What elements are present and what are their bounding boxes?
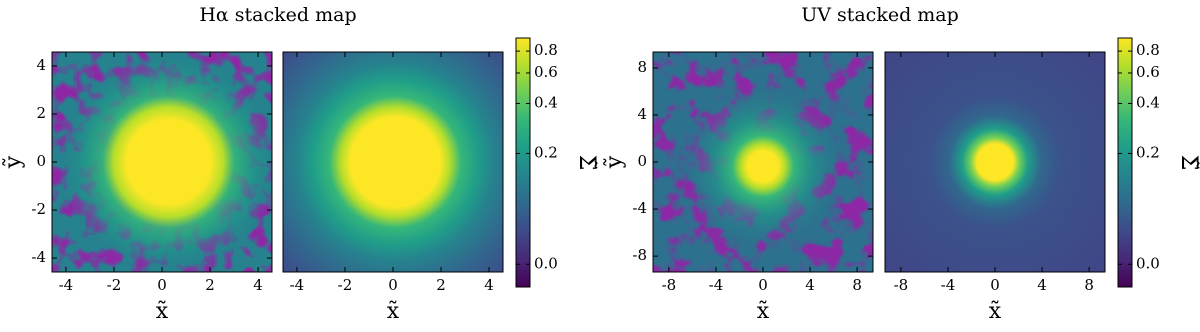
x-tick-label: 0 bbox=[758, 276, 768, 294]
colorbar-tick-label: 0.2 bbox=[534, 143, 558, 161]
heatmap-image bbox=[52, 52, 272, 272]
colorbar-tick-label: 0.8 bbox=[1136, 41, 1160, 59]
y-tick-label: 4 bbox=[637, 105, 647, 123]
y-tick-label: 4 bbox=[36, 56, 46, 74]
y-tick-label: 0 bbox=[36, 152, 46, 170]
heatmap-panel: -8 -4 0 4 8 -8 -4 0 4 8 x̃ ỹ bbox=[602, 51, 874, 324]
x-axis-label: x̃ bbox=[989, 299, 1002, 324]
colorbar-label: Σ̃ bbox=[574, 155, 599, 171]
heatmap-panel: -8 -4 0 4 8 x̃ bbox=[884, 51, 1106, 324]
y-tick-label: -4 bbox=[31, 248, 46, 266]
x-tick-label: -8 bbox=[662, 276, 677, 294]
x-tick-label: 2 bbox=[205, 276, 215, 294]
heatmap-core bbox=[52, 52, 272, 272]
colorbar: 0.0 0.2 0.4 0.6 0.8 Σ̃ bbox=[1117, 37, 1200, 288]
colorbar-tick-label: 0.4 bbox=[1136, 93, 1160, 111]
colorbar-tick-label: 0.8 bbox=[534, 41, 558, 59]
heatmap-image bbox=[653, 52, 873, 272]
x-tick-label: -8 bbox=[894, 276, 909, 294]
heatmap-panel: -4 -2 0 2 4 -4 -2 0 2 4 x̃ ỹ bbox=[1, 51, 273, 324]
colorbar-tick-label: 0.6 bbox=[534, 63, 558, 81]
colorbar-tick-label: 0.0 bbox=[534, 254, 558, 272]
heatmap-image bbox=[885, 52, 1105, 272]
x-tick-label: -2 bbox=[107, 276, 122, 294]
x-tick-label: 4 bbox=[484, 276, 494, 294]
x-tick-label: 2 bbox=[436, 276, 446, 294]
x-tick-label: 8 bbox=[852, 276, 862, 294]
x-axis-label: x̃ bbox=[387, 299, 400, 324]
y-tick-label: 8 bbox=[637, 58, 647, 76]
y-tick-label: -2 bbox=[31, 200, 46, 218]
heatmap-panel: -4 -2 0 2 4 x̃ bbox=[282, 51, 504, 324]
chart-title: Hα stacked map bbox=[199, 4, 356, 26]
heatmap-image bbox=[283, 52, 503, 272]
y-tick-label: -4 bbox=[632, 199, 647, 217]
colorbar-gradient bbox=[515, 37, 531, 288]
x-tick-label: 0 bbox=[157, 276, 167, 294]
heatmap-background bbox=[885, 52, 1105, 272]
colorbar-tick-label: 0.6 bbox=[1136, 63, 1160, 81]
x-tick-label: -4 bbox=[290, 276, 305, 294]
y-tick-label: -8 bbox=[632, 246, 647, 264]
colorbar: 0.0 0.2 0.4 0.6 0.8 Σ̃ bbox=[515, 37, 599, 288]
x-axis-label: x̃ bbox=[156, 299, 169, 324]
x-tick-label: 4 bbox=[1037, 276, 1047, 294]
x-tick-label: 4 bbox=[805, 276, 815, 294]
x-tick-label: -4 bbox=[941, 276, 956, 294]
colorbar-label: Σ̃ bbox=[1176, 155, 1200, 171]
x-tick-label: -4 bbox=[709, 276, 724, 294]
x-tick-label: 4 bbox=[253, 276, 263, 294]
y-axis-label: ỹ bbox=[1, 155, 26, 169]
chart-title: UV stacked map bbox=[801, 4, 959, 26]
x-tick-label: -2 bbox=[338, 276, 353, 294]
colorbar-tick-label: 0.0 bbox=[1136, 254, 1160, 272]
heatmap-background bbox=[283, 52, 503, 272]
y-tick-label: 2 bbox=[36, 104, 46, 122]
heatmap-core bbox=[653, 52, 873, 272]
x-axis-label: x̃ bbox=[757, 299, 770, 324]
colorbar-tick-label: 0.4 bbox=[534, 93, 558, 111]
x-tick-label: 0 bbox=[388, 276, 398, 294]
x-tick-label: 0 bbox=[990, 276, 1000, 294]
y-tick-label: 0 bbox=[637, 152, 647, 170]
x-tick-label: -4 bbox=[59, 276, 74, 294]
colorbar-gradient bbox=[1117, 37, 1133, 288]
x-tick-label: 8 bbox=[1084, 276, 1094, 294]
colorbar-tick-label: 0.2 bbox=[1136, 143, 1160, 161]
y-axis-label: ỹ bbox=[602, 155, 627, 169]
